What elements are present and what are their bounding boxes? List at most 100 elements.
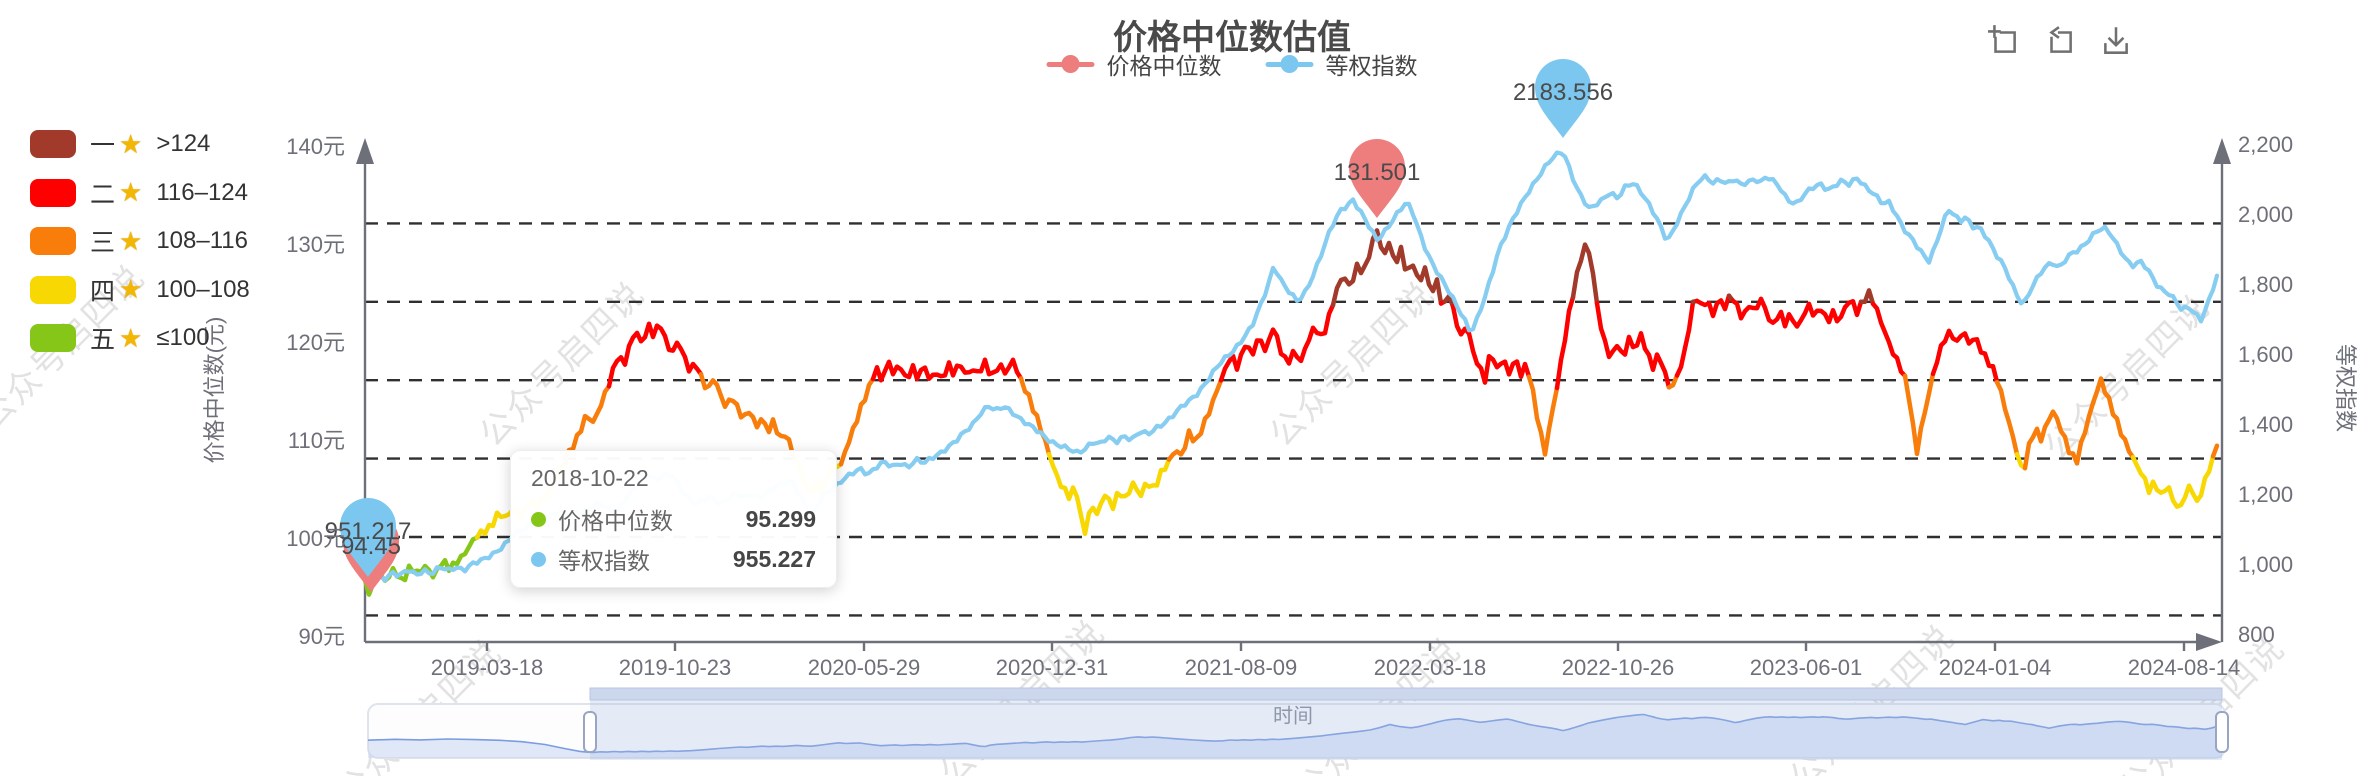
median-line-segment	[1570, 242, 1600, 306]
area-zoom-icon[interactable]	[1985, 22, 2023, 60]
median-line-segment	[2210, 443, 2220, 459]
star-legend-item-1[interactable]: 一 ★ >124	[30, 126, 210, 162]
star-legend-label: 四 ★	[90, 274, 143, 306]
right-axis-tick-label: 1,200	[2238, 482, 2294, 507]
star-legend-item-4[interactable]: 四 ★ 100–108	[30, 272, 250, 308]
median-line-segment	[1526, 374, 1560, 457]
datazoom-minichart-area	[368, 714, 2222, 758]
datazoom-axis-label: 时间	[1273, 705, 1313, 728]
star-icon: ★	[119, 274, 143, 304]
tooltip-date: 2018-10-22	[531, 465, 649, 491]
x-axis-tick-label: 2019-03-18	[430, 655, 544, 680]
line-dot-marker-icon	[1046, 54, 1095, 74]
median-line-segment	[1666, 373, 1680, 390]
median-line-segment	[2022, 376, 2136, 471]
median-line-segment	[1018, 376, 1052, 457]
datazoom-move-handle[interactable]	[589, 687, 2223, 701]
legend-item-equalweight[interactable]: 等权指数	[1265, 47, 1418, 81]
star-legend-range: ≤100	[156, 324, 210, 351]
median-line-segment	[1442, 293, 1456, 309]
markpoint-label: 2183.556	[1513, 79, 1613, 106]
x-axis-tick-label: 2022-10-26	[1561, 655, 1675, 680]
median-line-segment	[1674, 299, 1696, 378]
star-legend-range: 108–116	[156, 227, 248, 254]
markpoint-pin-icon	[1535, 59, 1591, 138]
left-axis-tick-label: 90元	[298, 624, 345, 649]
band-color-swatch	[30, 324, 76, 352]
x-axis-tick-label: 2020-05-29	[807, 655, 921, 680]
tooltip-series-value: 95.299	[745, 505, 816, 532]
median-line-segment	[1994, 379, 2020, 457]
median-line-segment	[606, 321, 704, 389]
series-dot-icon	[531, 551, 546, 567]
star-legend-label: 二 ★	[90, 177, 143, 209]
median-line-segment	[870, 357, 1024, 383]
median-line-segment	[1902, 371, 1936, 457]
star-legend-label: 三 ★	[90, 225, 143, 258]
median-line-segment	[2130, 454, 2216, 509]
median-line-segment	[1554, 295, 1576, 391]
left-axis-tick-label: 130元	[286, 232, 345, 257]
right-axis-tick-label: 1,800	[2238, 272, 2294, 297]
x-axis-tick-label: 2023-06-01	[1749, 655, 1863, 680]
x-axis-tick-label: 2024-08-14	[2127, 655, 2241, 680]
right-axis-tick-label: 1,400	[2238, 412, 2294, 437]
toolbox	[1985, 22, 2135, 60]
series-dot-icon	[531, 511, 546, 527]
median-line-segment	[1218, 302, 1336, 383]
x-axis-arrow-icon	[2196, 633, 2222, 651]
band-color-swatch	[30, 275, 76, 304]
markpoint-pin-icon	[1349, 139, 1405, 218]
tooltip: 2018-10-22 价格中位数 95.299 等权指数 955.227	[510, 450, 837, 588]
download-icon[interactable]	[2097, 22, 2135, 60]
left-axis-arrow-icon	[356, 138, 374, 164]
x-axis-tick-label: 2022-03-18	[1373, 655, 1487, 680]
median-line-segment	[562, 384, 612, 466]
star-legend-label: 五 ★	[90, 322, 143, 355]
star-icon: ★	[119, 322, 143, 353]
star-icon: ★	[119, 128, 143, 159]
x-axis-tick-label: 2024-01-04	[1938, 655, 2052, 680]
markpoint-label: 94.45	[341, 533, 401, 560]
star-icon: ★	[119, 177, 143, 207]
tooltip-series-name: 等权指数	[558, 548, 650, 574]
legend-item-median[interactable]: 价格中位数	[1046, 47, 1222, 81]
right-axis-tick-label: 2,200	[2238, 132, 2294, 157]
right-axis-tick-label: 1,600	[2238, 342, 2294, 367]
band-color-swatch	[30, 227, 76, 255]
band-color-swatch	[30, 178, 76, 207]
right-axis-tick-label: 1,000	[2238, 552, 2294, 577]
x-axis-tick-label: 2019-10-23	[618, 655, 732, 680]
star-legend-item-3[interactable]: 三 ★ 108–116	[30, 223, 248, 259]
legend-item-label: 价格中位数	[1106, 53, 1222, 79]
line-dot-marker-icon	[1265, 54, 1314, 74]
star-icon: ★	[119, 225, 143, 256]
tooltip-row: 价格中位数 95.299	[531, 502, 816, 536]
right-axis-tick-label: 2,000	[2238, 202, 2294, 227]
star-legend-item-2[interactable]: 二 ★ 116–124	[30, 175, 248, 211]
median-line-segment	[698, 371, 800, 463]
median-line-segment	[1858, 288, 1876, 307]
tooltip-series-name: 价格中位数	[558, 508, 673, 534]
datazoom-selected-region[interactable]	[590, 700, 2222, 760]
legend-item-label: 等权指数	[1325, 53, 1418, 79]
median-line-segment	[1594, 301, 1672, 390]
star-legend-item-5[interactable]: 五 ★ ≤100	[30, 320, 210, 356]
left-axis-tick-label: 100元	[286, 526, 345, 551]
restore-icon[interactable]	[2041, 22, 2079, 60]
median-line-segment	[838, 376, 876, 467]
left-axis-tick-label: 110元	[287, 428, 345, 453]
datazoom-minichart-line	[367, 713, 2223, 754]
band-color-swatch	[30, 130, 76, 158]
star-legend-label: 一 ★	[90, 128, 143, 161]
median-line-segment	[1166, 378, 1224, 462]
star-legend-range: 116–124	[156, 178, 248, 206]
x-axis-tick-label: 2020-12-31	[995, 655, 1109, 680]
x-axis-tick-label: 2021-08-09	[1184, 655, 1298, 680]
datazoom-left-handle[interactable]	[583, 711, 597, 753]
datazoom-right-handle[interactable]	[2215, 711, 2229, 753]
tooltip-row: 等权指数 955.227	[531, 542, 816, 576]
star-legend-range: >124	[156, 130, 211, 157]
